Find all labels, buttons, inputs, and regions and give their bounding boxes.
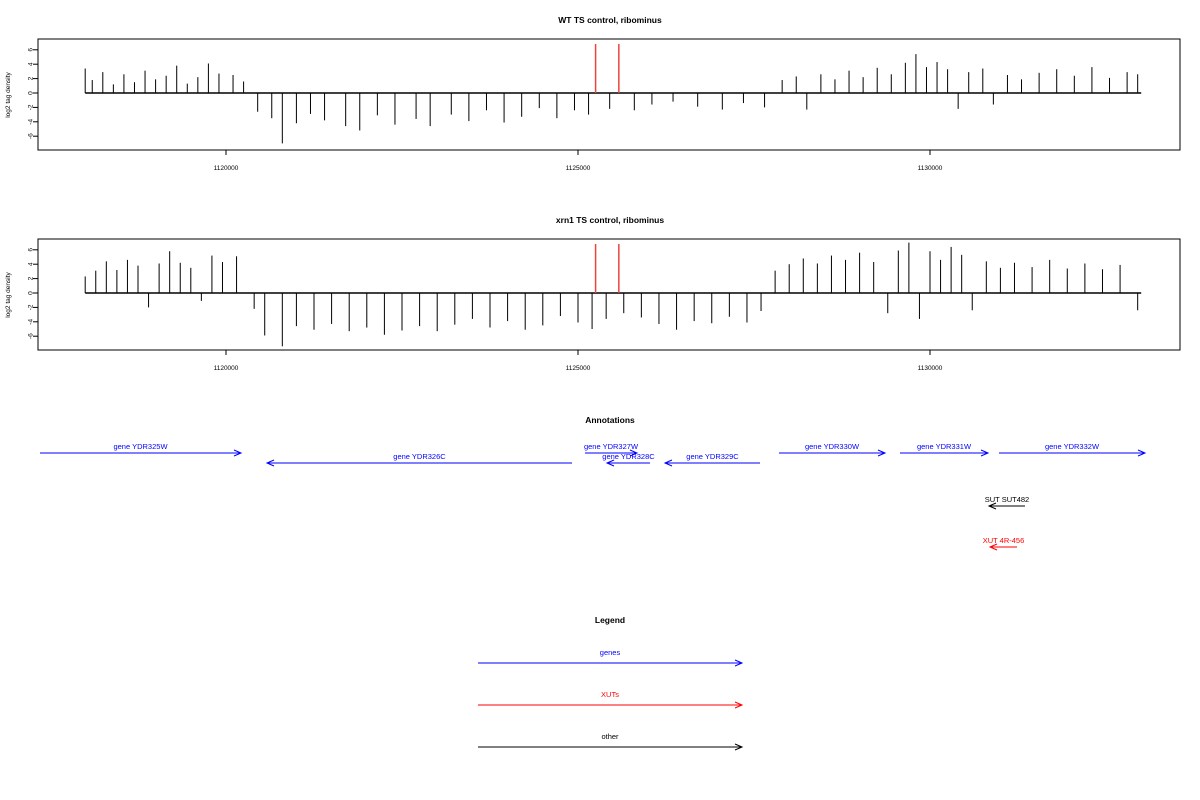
xrn1-y-tick-label: 6 xyxy=(28,248,35,252)
wt-y-tick-label: 4 xyxy=(28,62,35,66)
annotation-label: gene YDR330W xyxy=(805,442,860,451)
xrn1-y-tick-label: -4 xyxy=(28,319,35,325)
annotation-arrow-head xyxy=(1137,449,1147,457)
annotation-label: gene YDR326C xyxy=(393,452,446,461)
xrn1-y-tick-label: -2 xyxy=(28,304,35,310)
legend-section: Legend genes XUTs other xyxy=(478,615,744,751)
xrn1-x-tick-label: 1125000 xyxy=(566,365,591,372)
annotation-label: gene YDR331W xyxy=(917,442,972,451)
wt-x-axis: 1120000 1125000 1130000 xyxy=(214,150,943,172)
xrn1-track-title: xrn1 TS control, ribominus xyxy=(556,215,664,225)
annotation-arrow-head xyxy=(629,449,639,457)
wt-y-tick-label: -6 xyxy=(28,133,35,139)
annotation-arrow-head xyxy=(980,449,990,457)
wt-y-axis-label: log2 tag density xyxy=(5,71,12,117)
legend-label: genes xyxy=(600,648,621,657)
xrn1-y-axis-label: log2 tag density xyxy=(5,271,12,317)
annotations-title: Annotations xyxy=(585,415,635,425)
annotation-label: XUT 4R-456 xyxy=(983,536,1025,545)
wt-y-tick-label: 0 xyxy=(28,91,35,95)
wt-track-title: WT TS control, ribominus xyxy=(558,15,662,25)
legend-label: XUTs xyxy=(601,690,619,699)
annotation-arrow-head xyxy=(988,543,998,551)
wt-y-tick-label: 6 xyxy=(28,48,35,52)
wt-plot-frame xyxy=(37,38,1181,151)
annotation-arrow-head xyxy=(663,459,673,467)
wt-x-tick-label: 1125000 xyxy=(566,165,591,172)
annotation-arrow-head xyxy=(987,502,997,510)
wt-x-tick-label: 1130000 xyxy=(918,165,943,172)
xrn1-y-tick-label: 2 xyxy=(28,276,35,280)
xrn1-x-tick-label: 1130000 xyxy=(918,365,943,372)
annotation-arrow-head xyxy=(605,459,615,467)
wt-y-tick-label: 2 xyxy=(28,76,35,80)
xrn1-y-tick-label: -6 xyxy=(28,333,35,339)
legend-entries: genes XUTs other xyxy=(478,648,744,751)
annotation-label: gene YDR325W xyxy=(113,442,168,451)
legend-arrow-head xyxy=(734,743,744,751)
annotation-arrow-head xyxy=(265,459,275,467)
xrn1-y-tick-label: 4 xyxy=(28,262,35,266)
wt-x-tick-label: 1120000 xyxy=(214,165,239,172)
xrn1-y-axis: 6 4 2 0 -2 -4 -6 xyxy=(28,248,38,339)
wt-bars xyxy=(84,44,1142,144)
xrn1-x-tick-label: 1120000 xyxy=(214,365,239,372)
annotation-label: gene YDR328C xyxy=(602,452,655,461)
xrn1-track-panel: xrn1 TS control, ribominus log2 tag dens… xyxy=(5,215,1181,372)
legend-arrow-head xyxy=(734,659,744,667)
legend-arrow-head xyxy=(734,701,744,709)
wt-track-panel: WT TS control, ribominus log2 tag densit… xyxy=(5,15,1181,172)
xrn1-x-axis: 1120000 1125000 1130000 xyxy=(214,350,943,372)
xrn1-bars xyxy=(84,242,1142,347)
annotation-label: gene YDR332W xyxy=(1045,442,1100,451)
wt-y-axis: 6 4 2 0 -2 -4 -6 xyxy=(28,48,38,139)
annotation-arrow-head xyxy=(877,449,887,457)
xrn1-plot-frame xyxy=(37,238,1181,351)
annotations-section: Annotations gene YDR325W gene YDR326C gene… xyxy=(40,415,1147,551)
annotation-arrow-head xyxy=(233,449,243,457)
wt-y-tick-label: -4 xyxy=(28,119,35,125)
xrn1-y-tick-label: 0 xyxy=(28,291,35,295)
annotation-label: SUT SUT482 xyxy=(985,495,1029,504)
annotation-label: gene YDR329C xyxy=(686,452,739,461)
wt-y-tick-label: -2 xyxy=(28,104,35,110)
legend-label: other xyxy=(601,732,619,741)
annotation-label: gene YDR327W xyxy=(584,442,639,451)
legend-title: Legend xyxy=(595,615,625,625)
